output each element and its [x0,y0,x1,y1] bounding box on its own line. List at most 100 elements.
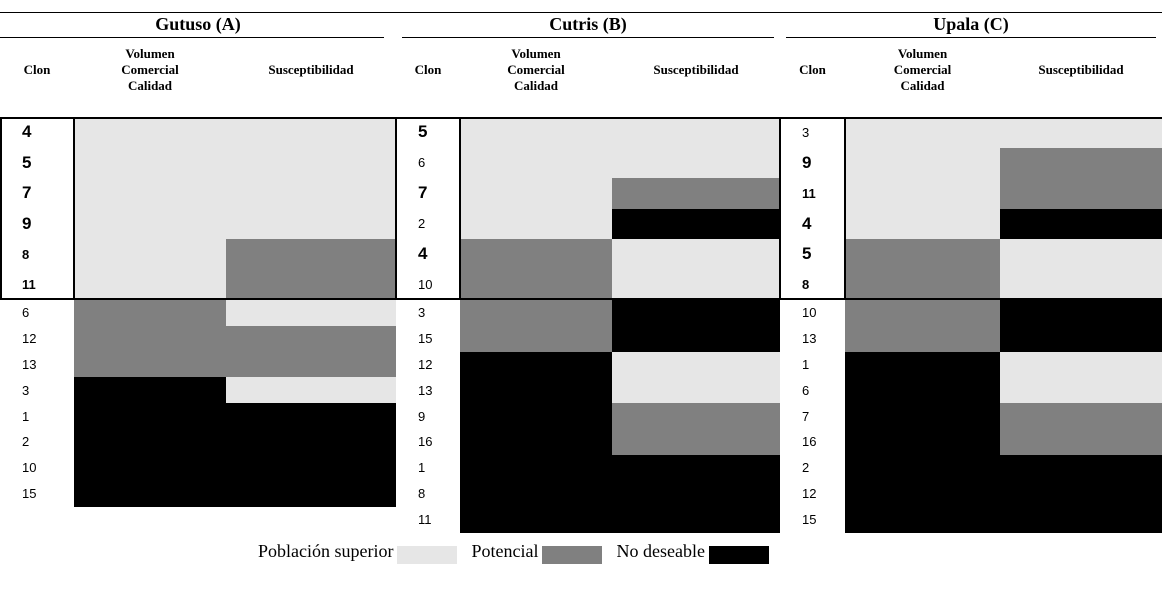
clone-label: 3 [802,124,810,140]
susceptibility-cell [226,480,396,507]
clone-label: 9 [418,408,426,424]
volume-cell [460,178,612,209]
susceptibility-cell [226,117,396,148]
volume-cell [460,480,612,507]
susceptibility-cell [1000,269,1162,301]
clone-label: 8 [22,246,30,262]
volume-cell [74,239,226,270]
clone-label: 13 [418,382,433,398]
volume-cell [845,239,1000,270]
clone-label: 4 [22,122,32,142]
volume-cell [845,377,1000,404]
susceptibility-cell [226,300,396,327]
volume-cell [74,403,226,430]
clone-label: 5 [418,122,428,142]
column-header: Volumen Comercial Calidad [507,46,565,93]
volume-cell [74,208,226,240]
legend-label: Potencial [471,541,539,561]
volume-cell [74,300,226,327]
clone-label: 16 [418,434,433,450]
susceptibility-cell [226,147,396,179]
clone-label: 4 [418,244,428,264]
title-rule [402,37,774,38]
susceptibility-cell [226,269,396,301]
volume-cell [460,351,612,378]
susceptibility-cell [1000,429,1162,456]
clone-label: 9 [802,152,812,172]
susceptibility-cell [612,117,780,148]
volume-cell [845,208,1000,240]
frame-divider [459,117,461,300]
clone-label: 15 [802,511,817,527]
clone-label: 4 [802,213,812,233]
clone-label: 1 [22,408,30,424]
legend-swatch [542,546,603,564]
volume-cell [460,117,612,148]
clone-label: 5 [802,244,812,264]
frame-divider [779,117,781,300]
clone-label: 15 [418,331,433,347]
susceptibility-cell [1000,208,1162,240]
column-header: Volumen Comercial Calidad [121,46,179,93]
volume-cell [74,147,226,179]
volume-cell [460,147,612,179]
clone-label: 8 [802,277,810,293]
volume-cell [460,325,612,353]
volume-cell [460,300,612,327]
clone-label: 9 [22,213,32,233]
susceptibility-cell [1000,300,1162,327]
susceptibility-cell [1000,403,1162,430]
legend-label: Población superior [258,541,394,561]
frame-divider [73,117,75,300]
susceptibility-cell [612,454,780,482]
column-header: Susceptibilidad [653,62,739,77]
volume-cell [460,429,612,456]
volume-cell [460,454,612,482]
susceptibility-cell [612,480,780,507]
clone-label: 12 [22,331,37,347]
susceptibility-cell [612,269,780,301]
column-header: Clon [799,62,826,77]
susceptibility-cell [1000,178,1162,209]
susceptibility-cell [226,325,396,353]
volume-cell [74,377,226,404]
volume-cell [74,178,226,209]
susceptibility-cell [612,178,780,209]
susceptibility-cell [612,429,780,456]
clone-label: 13 [802,331,817,347]
susceptibility-cell [612,239,780,270]
susceptibility-cell [612,403,780,430]
site-title: Gutuso (A) [155,14,241,34]
clone-label: 1 [802,356,810,372]
volume-cell [845,351,1000,378]
volume-cell [845,403,1000,430]
clone-label: 6 [418,155,426,171]
susceptibility-cell [226,429,396,456]
legend-swatch [397,546,458,564]
susceptibility-cell [612,351,780,378]
susceptibility-cell [1000,147,1162,179]
column-header: Volumen Comercial Calidad [893,46,952,93]
volume-cell [74,351,226,378]
susceptibility-cell [612,300,780,327]
volume-cell [460,208,612,240]
frame-divider [844,117,846,300]
clone-label: 11 [418,511,432,527]
volume-cell [460,269,612,301]
susceptibility-cell [1000,239,1162,270]
legend-label: No deseable [616,541,705,561]
volume-cell [845,506,1000,533]
susceptibility-cell [1000,454,1162,482]
volume-cell [845,325,1000,353]
susceptibility-cell [1000,506,1162,533]
volume-cell [74,454,226,482]
top-rule [0,12,1162,13]
susceptibility-cell [226,403,396,430]
susceptibility-cell [226,208,396,240]
column-header: Susceptibilidad [268,62,354,77]
clone-label: 1 [418,460,426,476]
upper-frame [0,117,1162,300]
susceptibility-cell [1000,377,1162,404]
volume-cell [74,480,226,507]
